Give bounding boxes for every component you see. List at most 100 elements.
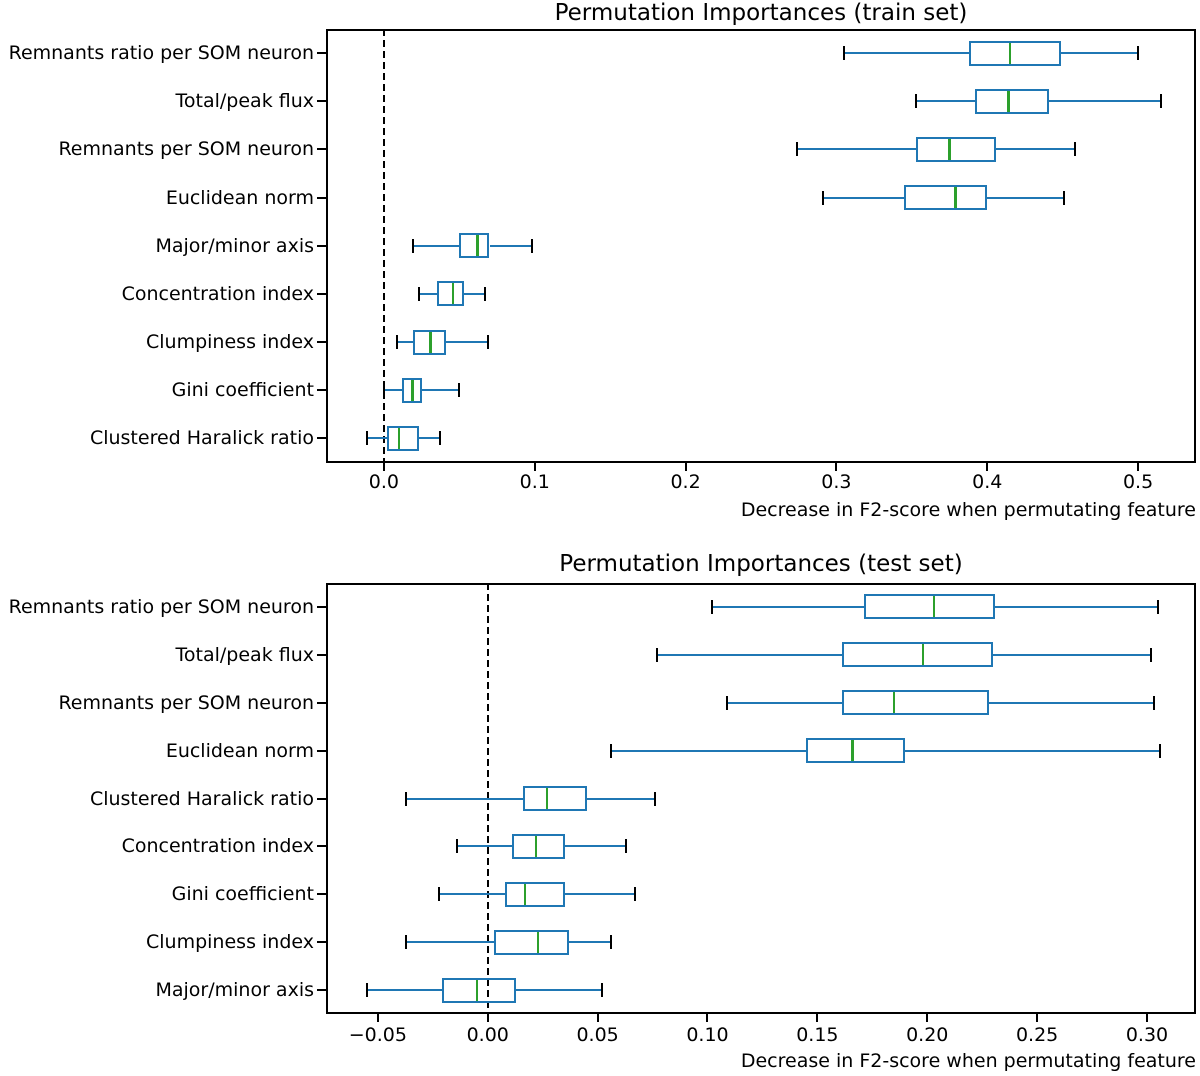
train-y-category-label: Remnants per SOM neuron	[58, 138, 314, 161]
test-y-tick-mark	[317, 701, 326, 704]
test-x-tick-label: 0.00	[466, 1024, 509, 1046]
test-median-line	[932, 596, 936, 618]
train-box	[386, 425, 419, 451]
test-y-category-label: Remnants ratio per SOM neuron	[8, 595, 314, 618]
test-x-axis-label: Decrease in F2-score when permutating fe…	[740, 1050, 1196, 1072]
test-y-tick-mark	[317, 893, 326, 896]
test-whisker-line-low	[366, 989, 442, 992]
test-whisker-cap-low	[405, 791, 408, 806]
test-whisker-line-low	[610, 749, 807, 752]
test-y-category-label: Concentration index	[121, 835, 314, 858]
test-box	[806, 738, 906, 764]
train-whisker-cap-high	[1073, 142, 1076, 157]
train-box	[402, 377, 422, 403]
test-y-tick-mark	[317, 797, 326, 800]
test-plot-frame	[326, 583, 1196, 1014]
test-box	[841, 690, 989, 716]
test-whisker-line-low	[406, 941, 495, 944]
test-whisker-line-low	[711, 605, 864, 608]
train-whisker-line-low	[383, 389, 402, 392]
test-x-tick-mark	[816, 1014, 819, 1022]
test-x-tick-label: −0.05	[348, 1024, 407, 1046]
test-whisker-line-high	[988, 701, 1154, 704]
train-whisker-cap-high	[1159, 94, 1162, 109]
train-whisker-line-high	[463, 292, 485, 295]
train-y-tick-mark	[317, 341, 326, 344]
test-x-tick-label: 0.05	[576, 1024, 619, 1046]
train-whisker-cap-high	[486, 335, 489, 350]
test-whisker-line-high	[564, 893, 635, 896]
train-box	[412, 329, 446, 355]
train-median-line	[1008, 42, 1012, 64]
train-box	[459, 233, 490, 259]
test-whisker-line-high	[564, 845, 627, 848]
test-y-tick-mark	[317, 989, 326, 992]
test-median-line	[921, 644, 925, 666]
test-x-tick-label: 0.25	[1015, 1024, 1059, 1046]
test-x-tick-label: 0.15	[796, 1024, 839, 1046]
test-whisker-cap-high	[1159, 743, 1162, 758]
train-whisker-line-high	[1061, 52, 1139, 55]
test-whisker-line-low	[456, 845, 512, 848]
test-whisker-cap-low	[455, 839, 458, 854]
train-median-line	[1007, 90, 1010, 112]
train-whisker-line-low	[822, 196, 905, 199]
train-chart-title: Permutation Importances (train set)	[554, 0, 968, 26]
train-whisker-line-high	[1049, 100, 1161, 103]
test-whisker-cap-high	[625, 839, 628, 854]
train-y-category-label: Major/minor axis	[155, 234, 314, 257]
test-chart-title: Permutation Importances (test set)	[559, 551, 963, 577]
train-whisker-cap-low	[417, 286, 420, 301]
test-x-tick-label: 0.30	[1125, 1024, 1169, 1046]
test-x-tick-label: 0.20	[906, 1024, 949, 1046]
train-x-tick-label: 0.3	[821, 471, 852, 493]
train-y-tick-mark	[317, 148, 326, 151]
test-median-line	[523, 883, 527, 905]
train-whisker-cap-high	[483, 286, 486, 301]
test-median-line	[475, 979, 478, 1001]
train-x-tick-label: 0.2	[670, 471, 701, 493]
train-x-tick-mark	[533, 462, 536, 471]
test-median-line	[545, 788, 549, 809]
train-whisker-cap-low	[796, 142, 799, 157]
test-whisker-line-low	[656, 653, 842, 656]
test-whisker-line-low	[727, 701, 842, 704]
train-zero-dashed-line	[382, 29, 386, 463]
train-median-line	[397, 427, 401, 449]
test-y-category-label: Clumpiness index	[146, 931, 314, 954]
test-whisker-cap-low	[438, 887, 441, 902]
test-whisker-cap-high	[601, 983, 603, 998]
train-whisker-cap-low	[382, 383, 385, 398]
train-whisker-line-low	[797, 148, 917, 151]
test-whisker-cap-low	[710, 599, 713, 614]
test-y-category-label: Euclidean norm	[165, 739, 314, 762]
train-whisker-cap-high	[530, 238, 533, 253]
train-whisker-cap-low	[821, 190, 824, 205]
test-median-line	[851, 740, 854, 762]
train-plot-frame	[326, 29, 1196, 463]
test-whisker-line-high	[995, 605, 1158, 608]
test-whisker-cap-low	[655, 647, 658, 662]
train-y-category-label: Clustered Haralick ratio	[89, 427, 314, 450]
test-y-tick-mark	[317, 941, 326, 944]
train-median-line	[948, 138, 951, 160]
test-x-tick-mark	[926, 1014, 929, 1022]
train-whisker-line-low	[412, 244, 460, 247]
test-whisker-line-high	[905, 749, 1161, 752]
test-whisker-cap-high	[653, 791, 656, 806]
train-y-category-label: Clumpiness index	[146, 331, 314, 354]
test-x-tick-mark	[486, 1014, 489, 1022]
train-y-tick-mark	[317, 437, 326, 440]
train-whisker-cap-high	[438, 431, 441, 446]
test-whisker-cap-high	[1150, 647, 1153, 662]
test-box	[494, 929, 570, 955]
test-whisker-cap-high	[1152, 695, 1155, 710]
test-whisker-line-low	[439, 893, 506, 896]
test-x-tick-mark	[1145, 1014, 1148, 1022]
train-x-tick-mark	[986, 462, 989, 471]
train-median-line	[954, 187, 957, 209]
train-box	[969, 40, 1062, 66]
train-whisker-line-low	[367, 437, 387, 440]
test-whisker-cap-low	[726, 695, 729, 710]
train-y-tick-mark	[317, 389, 326, 392]
